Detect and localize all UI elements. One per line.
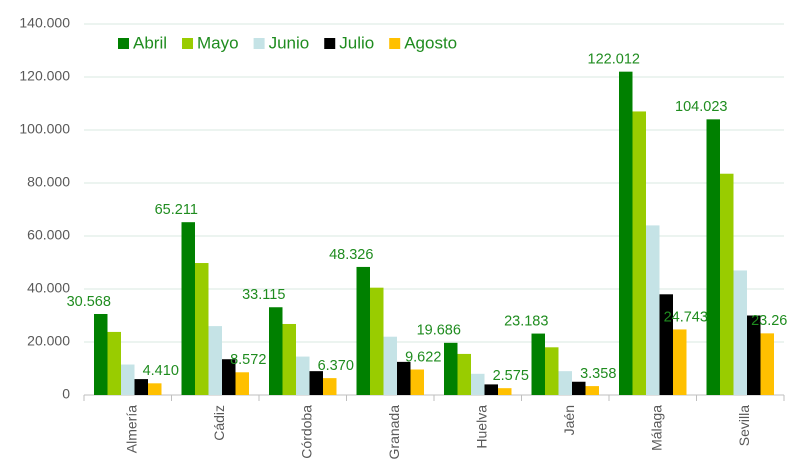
legend-label: Agosto xyxy=(404,33,457,52)
legend-label: Mayo xyxy=(197,33,239,52)
x-tick-group: Málaga xyxy=(648,405,664,451)
bar xyxy=(397,361,411,395)
legend-swatch xyxy=(324,38,336,49)
bar xyxy=(484,384,498,395)
bar xyxy=(181,222,195,395)
bar xyxy=(269,307,283,395)
bar xyxy=(498,388,512,395)
bar xyxy=(572,381,586,395)
bar xyxy=(410,369,424,395)
bar xyxy=(208,326,222,395)
bar xyxy=(659,294,673,395)
bar xyxy=(356,266,370,395)
x-tick-label: Jaén xyxy=(561,405,577,435)
y-tick-label: 20.000 xyxy=(27,333,70,349)
bar xyxy=(148,383,162,395)
legend-swatch xyxy=(253,38,265,49)
y-tick-label: 40.000 xyxy=(27,280,70,296)
x-tick-group: Cádiz xyxy=(211,405,227,441)
bar xyxy=(720,173,734,395)
bar xyxy=(94,313,108,395)
x-tick-label: Málaga xyxy=(648,405,664,451)
bar xyxy=(471,373,485,395)
data-label: 4.410 xyxy=(143,363,179,379)
bar xyxy=(760,333,774,395)
bar xyxy=(235,372,249,395)
data-label: 104.023 xyxy=(675,99,727,115)
x-tick-label: Huelva xyxy=(473,405,489,449)
data-label: 33.115 xyxy=(242,287,285,303)
bar xyxy=(646,225,660,395)
data-label: 65.211 xyxy=(155,202,198,218)
bar xyxy=(195,263,209,395)
legend-swatch xyxy=(389,38,401,49)
bar xyxy=(282,323,296,395)
legend-swatch xyxy=(118,38,129,49)
data-label: 24.743 xyxy=(664,309,708,325)
bar xyxy=(558,371,572,395)
x-tick-label: Córdoba xyxy=(298,405,314,459)
y-tick-label: 60.000 xyxy=(27,227,70,243)
x-tick-group: Huelva xyxy=(473,405,489,449)
y-tick-label: 120.000 xyxy=(19,68,70,84)
legend-label: Julio xyxy=(339,33,374,52)
bar xyxy=(747,315,761,395)
bar xyxy=(296,356,310,395)
legend-swatch xyxy=(182,38,194,49)
x-tick-group: Granada xyxy=(386,405,402,460)
data-label: 3.358 xyxy=(580,366,616,382)
legend-label: Junio xyxy=(269,33,310,52)
x-tick-group: Córdoba xyxy=(298,405,314,459)
data-label: 19.686 xyxy=(417,323,461,339)
bar xyxy=(457,353,471,395)
bar xyxy=(733,270,747,395)
x-tick-group: Sevilla xyxy=(736,405,752,446)
x-tick-label: Cádiz xyxy=(211,405,227,441)
bar xyxy=(121,364,135,395)
y-tick-label: 80.000 xyxy=(27,174,70,190)
bar xyxy=(134,379,148,395)
bar xyxy=(370,287,384,395)
bar xyxy=(706,119,720,395)
data-label: 8.572 xyxy=(230,352,266,368)
bar xyxy=(545,347,559,395)
bar xyxy=(323,378,337,395)
bar xyxy=(107,331,121,395)
y-tick-label: 100.000 xyxy=(19,121,70,137)
x-tick-label: Sevilla xyxy=(736,405,752,446)
data-label: 23.261 xyxy=(751,313,788,329)
legend-label: Abril xyxy=(133,33,167,52)
data-label: 9.622 xyxy=(405,349,441,365)
y-tick-label: 0 xyxy=(62,386,70,402)
data-label: 30.568 xyxy=(67,294,111,310)
bar xyxy=(673,329,687,395)
x-tick-label: Granada xyxy=(386,405,402,460)
data-label: 6.370 xyxy=(318,358,354,374)
data-label: 122.012 xyxy=(588,51,640,67)
bar xyxy=(383,336,397,395)
x-tick-group: Almería xyxy=(123,405,139,453)
data-label: 2.575 xyxy=(493,368,529,384)
bar xyxy=(585,386,599,395)
y-tick-label: 140.000 xyxy=(19,15,70,31)
data-label: 23.183 xyxy=(504,313,548,329)
bar xyxy=(309,371,323,395)
bar xyxy=(619,71,633,395)
x-tick-label: Almería xyxy=(123,405,139,453)
data-label: 48.326 xyxy=(329,247,373,263)
bar xyxy=(531,333,545,395)
bar xyxy=(444,342,458,395)
bar xyxy=(222,359,236,395)
x-tick-group: Jaén xyxy=(561,405,577,435)
bar xyxy=(632,111,646,395)
